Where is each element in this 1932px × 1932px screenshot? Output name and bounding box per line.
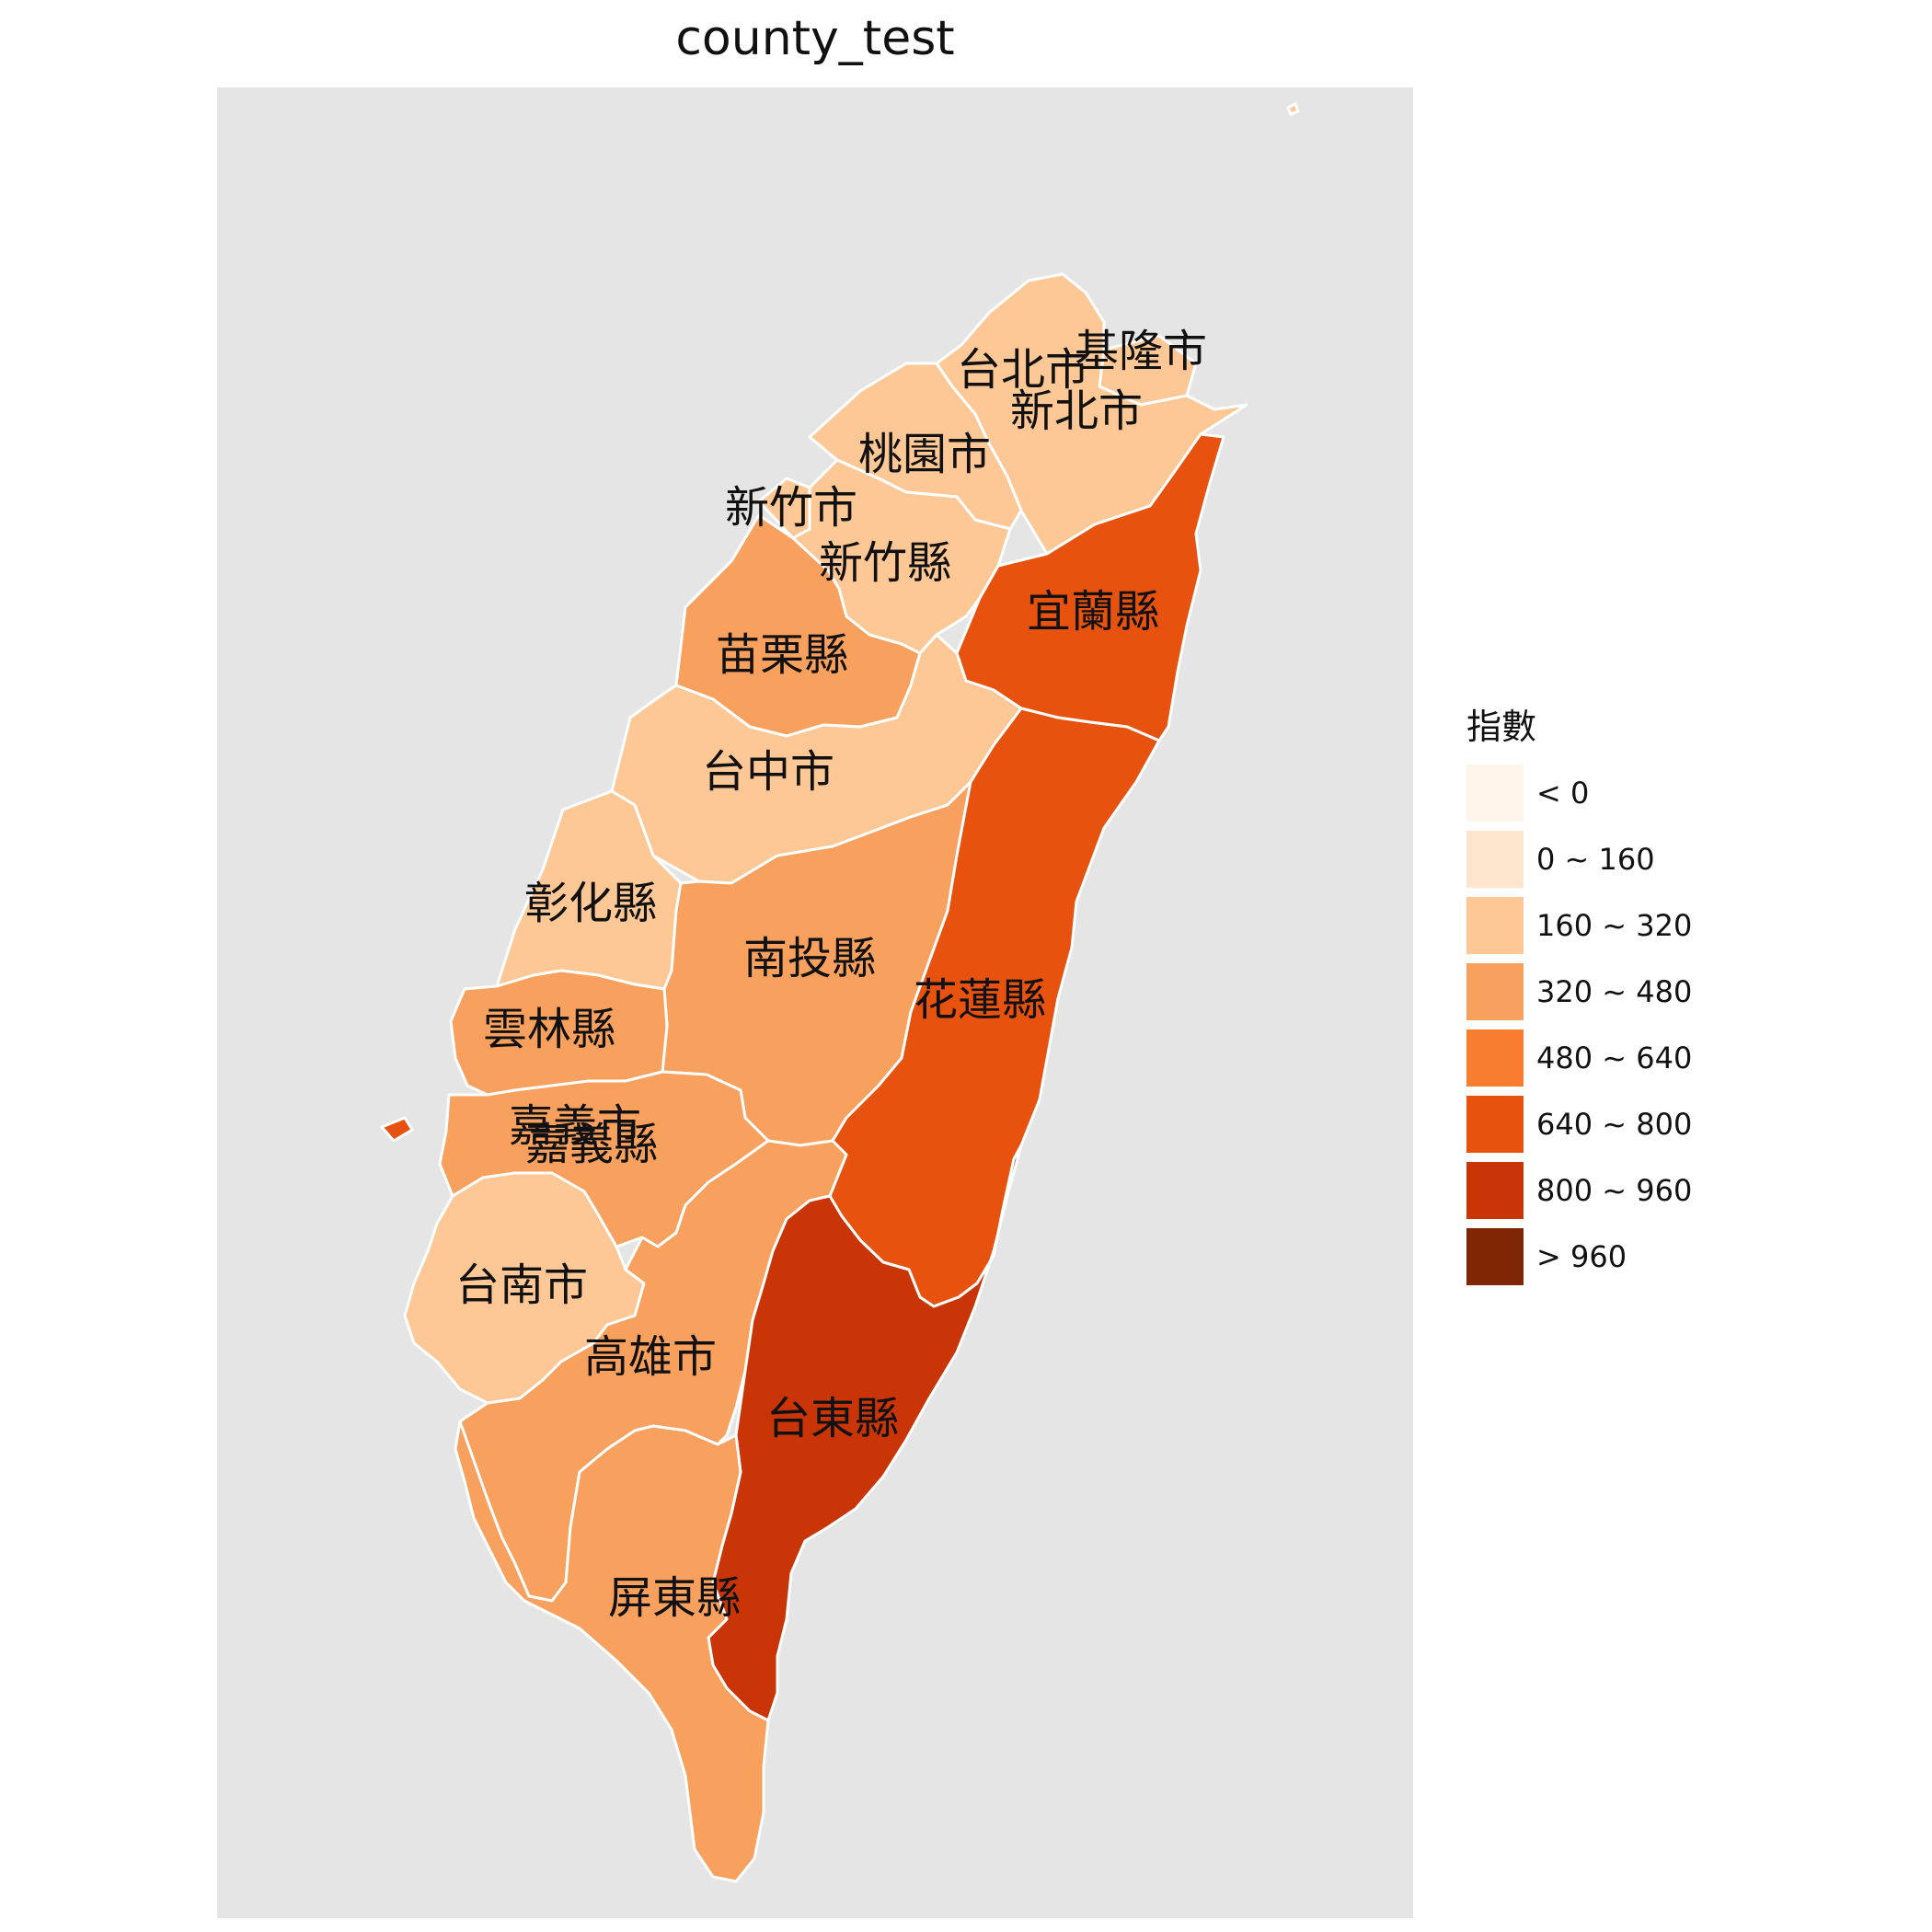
legend-label: 640 ~ 800 xyxy=(1536,1107,1693,1142)
county-label: 基隆市 xyxy=(1075,326,1207,377)
county-label: 新北市 xyxy=(1010,385,1143,437)
legend-swatch xyxy=(1466,831,1524,888)
legend-item: 480 ~ 640 xyxy=(1466,1025,1692,1091)
legend-item: 160 ~ 320 xyxy=(1466,892,1692,959)
legend-swatch xyxy=(1466,1029,1524,1087)
county-region xyxy=(380,1116,414,1143)
legend-swatch xyxy=(1466,765,1524,822)
legend: 指數 < 0 0 ~ 160 160 ~ 320 320 ~ 480 480 ~ 640… xyxy=(1466,701,1692,1290)
county-label: 台南市 xyxy=(455,1259,588,1311)
county-labels: 基隆市台北市新北市桃園市新竹市新竹縣宜蘭縣苗栗縣台中市彰化縣南投縣花蓮縣雲林縣嘉… xyxy=(455,326,1207,1624)
taiwan-map: 基隆市台北市新北市桃園市新竹市新竹縣宜蘭縣苗栗縣台中市彰化縣南投縣花蓮縣雲林縣嘉… xyxy=(380,102,1300,1883)
county-label: 花蓮縣 xyxy=(914,974,1046,1026)
legend-swatch xyxy=(1466,1096,1524,1153)
legend-swatch xyxy=(1466,1162,1524,1219)
county-label: 嘉義縣 xyxy=(525,1119,658,1170)
county-region xyxy=(1286,102,1300,116)
county-label: 嘉義市 xyxy=(509,1100,641,1152)
legend-label: 0 ~ 160 xyxy=(1536,842,1655,877)
county-shapes xyxy=(380,102,1300,1883)
legend-item: 320 ~ 480 xyxy=(1466,959,1692,1025)
county-label: 台中市 xyxy=(702,746,834,798)
county-label: 高雄市 xyxy=(584,1331,717,1383)
legend-title: 指數 xyxy=(1466,707,1537,747)
legend-label: < 0 xyxy=(1536,776,1590,811)
chart-title: county_test xyxy=(675,11,955,66)
map-panel: 基隆市 台北市 新北市 桃園市 新竹市 新竹縣宜蘭縣苗栗縣台中市彰化縣南投縣 花蓮縣雲林縣嘉… xyxy=(217,87,1413,1918)
legend-swatch xyxy=(1466,1228,1524,1285)
county-label: 桃園市 xyxy=(858,429,991,480)
legend-label: 320 ~ 480 xyxy=(1536,974,1693,1009)
legend-item: 0 ~ 160 xyxy=(1466,826,1692,892)
county-label: 台北市 xyxy=(957,344,1089,396)
county-label: 新竹市 xyxy=(725,482,857,534)
county-label: 新竹縣 xyxy=(819,537,951,589)
county-label: 屏東縣 xyxy=(608,1572,741,1624)
legend-items: < 0 0 ~ 160 160 ~ 320 320 ~ 480 480 ~ 640 640… xyxy=(1466,760,1692,1290)
legend-label: 160 ~ 320 xyxy=(1536,908,1693,943)
legend-label: > 960 xyxy=(1536,1239,1627,1274)
legend-item: 800 ~ 960 xyxy=(1466,1157,1692,1224)
legend-swatch xyxy=(1466,963,1524,1020)
county-label: 苗栗縣 xyxy=(716,629,848,681)
legend-item: > 960 xyxy=(1466,1224,1692,1290)
legend-swatch xyxy=(1466,897,1524,954)
county-label: 雲林縣 xyxy=(483,1004,615,1055)
county-label: 南投縣 xyxy=(743,933,876,984)
legend-label: 800 ~ 960 xyxy=(1536,1173,1693,1208)
county-label: 彰化縣 xyxy=(524,878,657,929)
legend-item: 640 ~ 800 xyxy=(1466,1091,1692,1157)
county-region xyxy=(454,1420,770,1883)
county-label: 宜蘭縣 xyxy=(1027,586,1159,638)
legend-item: < 0 xyxy=(1466,760,1692,826)
county-label: 台東縣 xyxy=(766,1393,899,1444)
legend-label: 480 ~ 640 xyxy=(1536,1041,1693,1075)
